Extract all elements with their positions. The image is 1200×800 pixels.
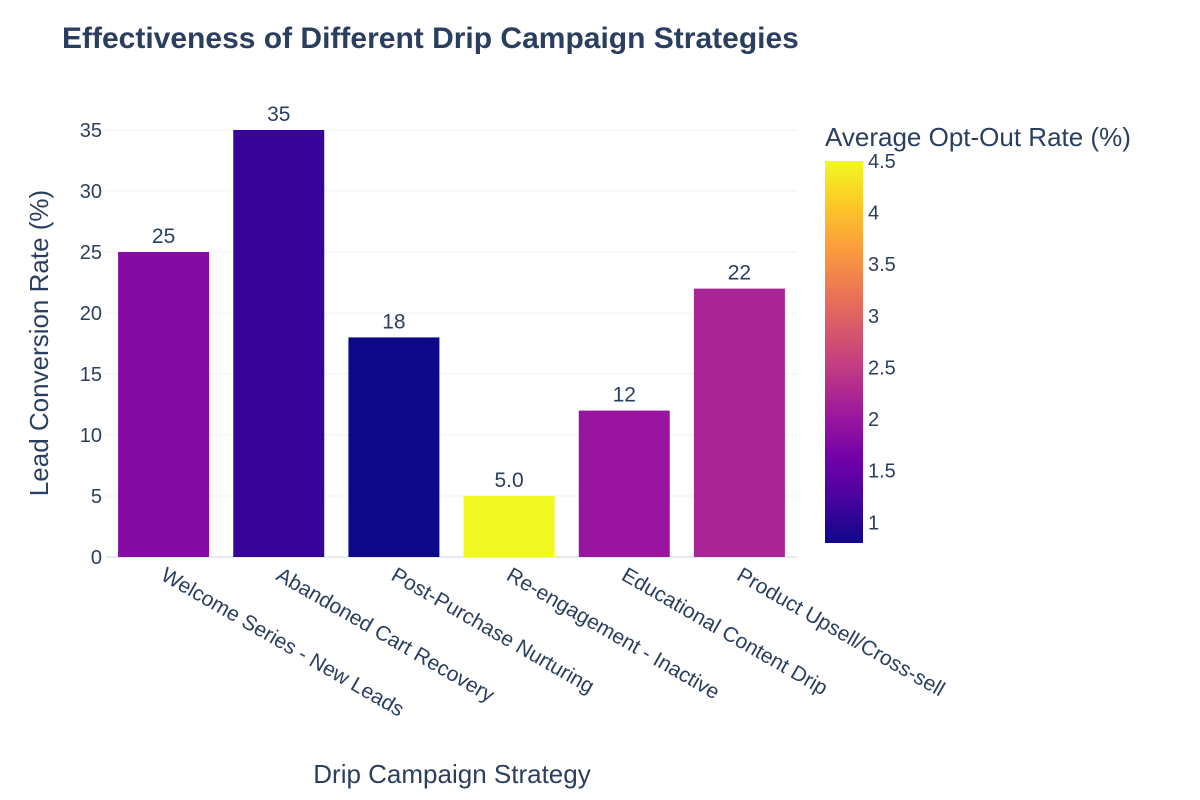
y-tick-label: 10	[80, 425, 102, 447]
gridlines	[106, 129, 797, 558]
data-labels: 25 35 18 5.0 12 22	[152, 103, 751, 492]
colorbar-tick-label: 3	[868, 306, 879, 328]
data-label: 22	[728, 262, 751, 285]
x-tick-label: Abandoned Cart Recovery	[272, 563, 498, 707]
y-tick-label: 35	[80, 120, 102, 142]
y-tick-label: 0	[91, 547, 102, 569]
y-tick-label: 25	[80, 242, 102, 264]
colorbar-tick-label: 1	[868, 512, 879, 534]
bar[interactable]	[118, 252, 210, 557]
colorbar-tick-label: 1.5	[868, 461, 896, 483]
x-tick-label: Re-engagement - Inactive	[503, 563, 724, 704]
y-tick-label: 30	[80, 181, 102, 203]
colorbar-tick-label: 4.5	[868, 151, 896, 173]
colorbar-tick-label: 2	[868, 409, 879, 431]
data-label: 35	[267, 103, 290, 126]
colorbar-tick-label: 3.5	[868, 254, 896, 276]
chart-title: Effectiveness of Different Drip Campaign…	[62, 22, 799, 55]
data-label: 18	[382, 310, 405, 333]
y-tick-label: 20	[80, 303, 102, 325]
x-tick-label: Post-Purchase Nurturing	[387, 563, 598, 698]
x-tick-label: Product Upsell/Cross-sell	[733, 563, 949, 701]
colorbar-gradient	[825, 161, 863, 543]
data-label: 12	[613, 384, 636, 407]
y-axis-ticks: 0 5 10 15 20 25 30 35	[80, 120, 102, 569]
bar[interactable]	[463, 496, 555, 557]
data-label: 25	[152, 225, 175, 248]
colorbar-tick-label: 2.5	[868, 357, 896, 379]
x-axis-title: Drip Campaign Strategy	[313, 759, 590, 789]
colorbar-title: Average Opt-Out Rate (%)	[825, 122, 1131, 152]
colorbar-tick-label: 4	[868, 203, 879, 225]
colorbar: Average Opt-Out Rate (%) 1 1.5 2 2.5 3 3.5 4 4.…	[825, 122, 1131, 543]
bar[interactable]	[348, 337, 440, 557]
bar[interactable]	[693, 288, 785, 557]
y-tick-label: 15	[80, 364, 102, 386]
bars	[118, 130, 785, 557]
bar[interactable]	[578, 410, 670, 557]
x-tick-label: Educational Content Drip	[618, 563, 832, 700]
y-tick-label: 5	[91, 486, 102, 508]
colorbar-ticks: 1 1.5 2 2.5 3 3.5 4 4.5	[868, 151, 896, 534]
bar[interactable]	[233, 130, 325, 557]
y-axis-title: Lead Conversion Rate (%)	[24, 190, 54, 496]
data-label: 5.0	[494, 469, 523, 492]
